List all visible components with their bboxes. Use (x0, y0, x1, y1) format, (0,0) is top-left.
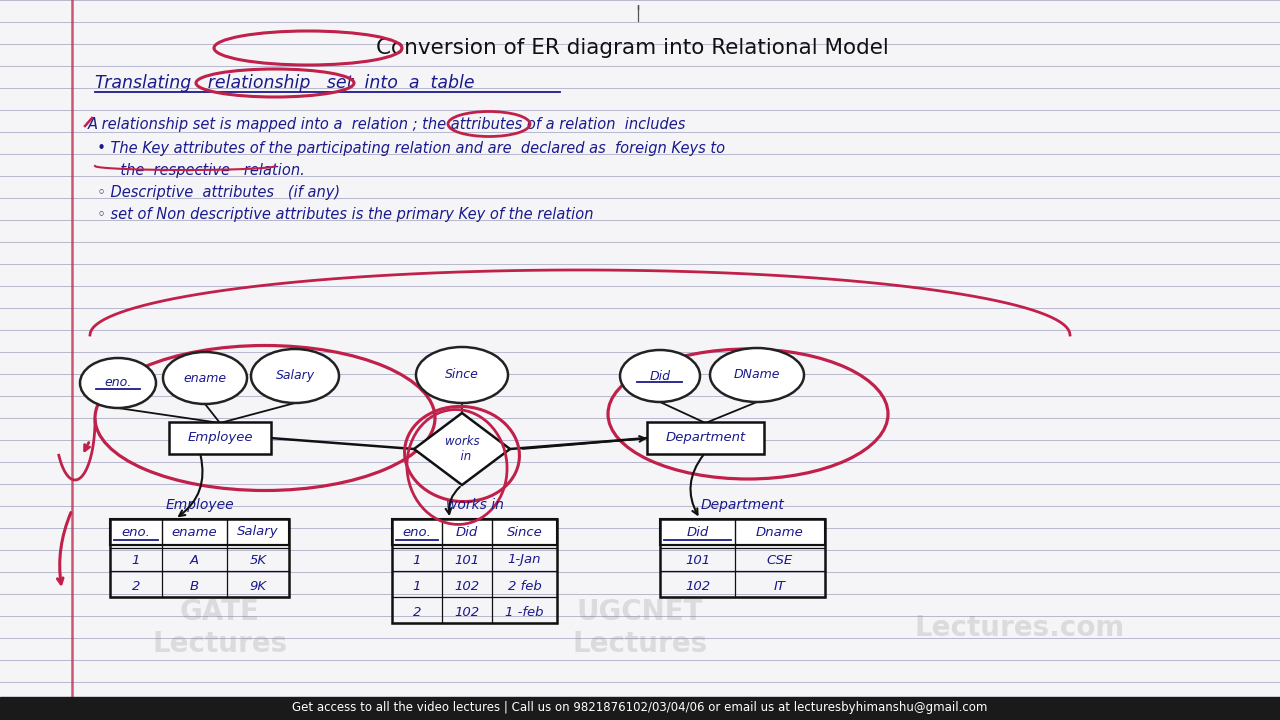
Text: UGCNET
Lectures: UGCNET Lectures (572, 598, 708, 658)
FancyBboxPatch shape (169, 422, 271, 454)
FancyBboxPatch shape (660, 519, 826, 545)
FancyBboxPatch shape (646, 422, 764, 454)
Bar (0, 697, 1280, 720)
FancyBboxPatch shape (392, 519, 557, 545)
Text: Did: Did (456, 526, 479, 539)
Text: 102: 102 (454, 580, 480, 593)
Text: • The Key attributes of the participating relation and are  declared as  foreign: • The Key attributes of the participatin… (88, 140, 726, 156)
Text: A relationship set is mapped into a  relation ; the attributes of a relation  in: A relationship set is mapped into a rela… (88, 117, 686, 132)
Text: A: A (189, 554, 200, 567)
Text: Employee: Employee (165, 498, 234, 512)
Text: Department: Department (700, 498, 785, 512)
Text: ename: ename (172, 526, 218, 539)
Text: works in: works in (445, 498, 503, 512)
Text: Employee: Employee (187, 431, 252, 444)
Polygon shape (413, 413, 509, 485)
Text: 2: 2 (132, 580, 141, 593)
FancyBboxPatch shape (110, 519, 289, 545)
Text: Did: Did (649, 369, 671, 382)
Text: eno.: eno. (122, 526, 151, 539)
Text: Salary: Salary (237, 526, 279, 539)
Text: 1: 1 (413, 580, 421, 593)
Text: Salary: Salary (275, 369, 315, 382)
Ellipse shape (251, 349, 339, 403)
Text: 1: 1 (413, 554, 421, 567)
Text: B: B (189, 580, 200, 593)
Text: 101: 101 (454, 554, 480, 567)
Text: 2 feb: 2 feb (508, 580, 541, 593)
Text: 5K: 5K (250, 554, 266, 567)
Text: ename: ename (183, 372, 227, 384)
Text: ': ' (635, 4, 640, 22)
Text: 102: 102 (454, 606, 480, 618)
Text: 2: 2 (413, 606, 421, 618)
Text: Translating   relationship   set  into  a  table: Translating relationship set into a tabl… (95, 74, 475, 92)
Text: eno.: eno. (105, 377, 132, 390)
Ellipse shape (79, 358, 156, 408)
Text: |: | (635, 6, 640, 22)
Text: Since: Since (507, 526, 543, 539)
Text: Dname: Dname (756, 526, 804, 539)
Ellipse shape (710, 348, 804, 402)
Text: ◦ set of Non descriptive attributes is the primary Key of the relation: ◦ set of Non descriptive attributes is t… (88, 207, 594, 222)
Text: works
  in: works in (444, 435, 479, 463)
Text: 9K: 9K (250, 580, 266, 593)
Text: Get access to all the video lectures | Call us on 9821876102/03/04/06 or email u: Get access to all the video lectures | C… (292, 701, 988, 714)
Text: Lectures.com: Lectures.com (915, 614, 1125, 642)
Text: eno.: eno. (403, 526, 431, 539)
Text: CSE: CSE (767, 554, 794, 567)
Text: Conversion of ER diagram into Relational Model: Conversion of ER diagram into Relational… (375, 38, 888, 58)
Text: Did: Did (686, 526, 709, 539)
Text: 1: 1 (132, 554, 141, 567)
Text: IT: IT (774, 580, 786, 593)
Text: Department: Department (666, 431, 746, 444)
Text: the  respective   relation.: the respective relation. (88, 163, 305, 179)
Text: DName: DName (733, 369, 781, 382)
Ellipse shape (416, 347, 508, 403)
Ellipse shape (163, 352, 247, 404)
Ellipse shape (620, 350, 700, 402)
Text: GATE
Lectures: GATE Lectures (152, 598, 288, 658)
Text: ◦ Descriptive  attributes   (if any): ◦ Descriptive attributes (if any) (88, 186, 340, 200)
Text: Since: Since (445, 369, 479, 382)
Text: 1-Jan: 1-Jan (508, 554, 541, 567)
Text: 1 -feb: 1 -feb (506, 606, 544, 618)
Text: 102: 102 (685, 580, 710, 593)
Text: 101: 101 (685, 554, 710, 567)
